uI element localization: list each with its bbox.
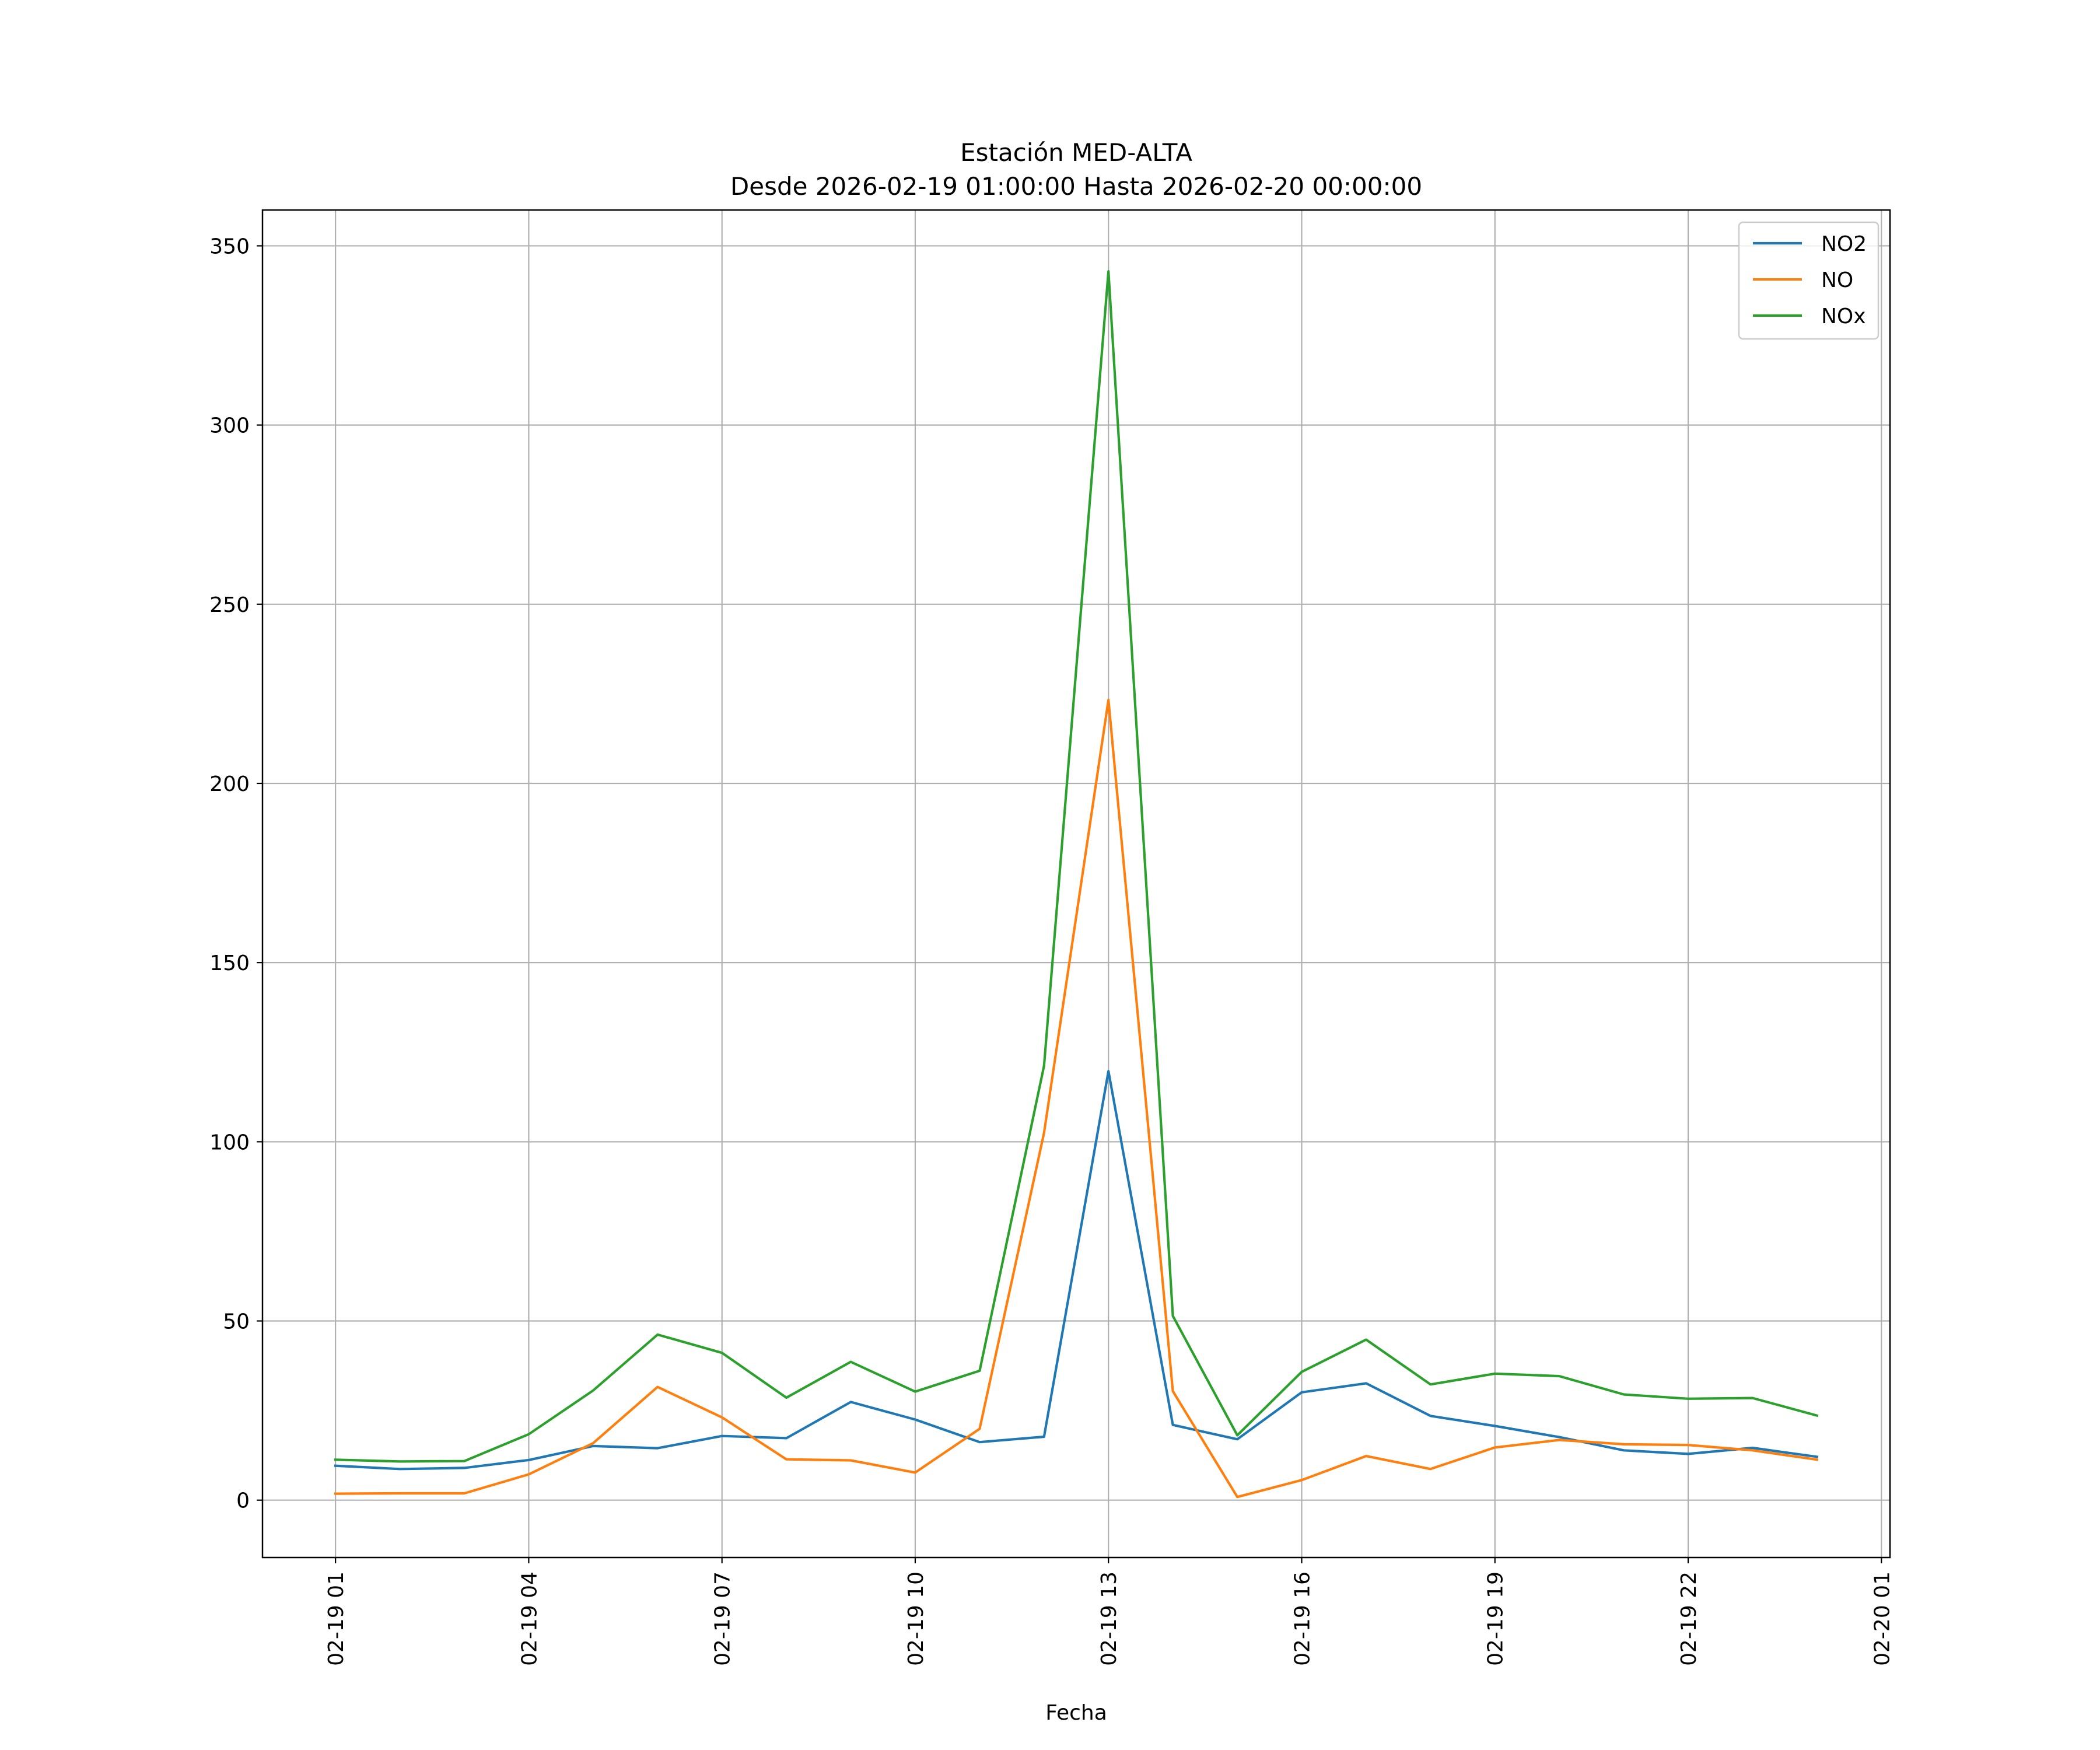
legend-box: [1738, 221, 1880, 340]
chart-subtitle: Desde 2026-02-19 01:00:00 Hasta 2026-02-…: [730, 172, 1422, 201]
grid: [262, 210, 1890, 1558]
x-tick-label: 02-19 04: [517, 1572, 541, 1666]
y-tick-label: 250: [209, 593, 250, 617]
y-tick-label: 350: [209, 235, 250, 258]
x-tick-label: 02-19 16: [1290, 1572, 1314, 1666]
legend: NO2 NO NOx: [1738, 221, 1880, 340]
x-tick-label: 02-19 19: [1484, 1572, 1508, 1666]
x-tick-label: 02-19 22: [1677, 1572, 1701, 1666]
legend-label-no2: NO2: [1821, 232, 1867, 256]
axis-ticks: 0 50 100 150 200 250 300 350 02-19 01 02-19 04 02-…: [209, 235, 1894, 1665]
x-tick-label: 02-19 13: [1097, 1572, 1121, 1666]
series-line-no: [334, 698, 1819, 1499]
x-tick-label: 02-20 01: [1870, 1572, 1894, 1666]
series-line-nox: [334, 270, 1819, 1463]
series-lines: [334, 270, 1819, 1499]
y-tick-label: 300: [209, 414, 250, 438]
x-axis-label: Fecha: [1045, 1701, 1107, 1725]
y-tick-label: 100: [209, 1130, 250, 1154]
y-tick-label: 150: [209, 951, 250, 975]
legend-label-no: NO: [1821, 268, 1853, 292]
x-tick-label: 02-19 07: [711, 1572, 735, 1666]
x-tick-label: 02-19 01: [324, 1572, 348, 1666]
plot-frame: [261, 209, 1891, 1559]
x-tick-label: 02-19 10: [904, 1572, 928, 1666]
y-tick-label: 50: [223, 1310, 250, 1334]
y-tick-label: 0: [236, 1489, 250, 1513]
chart-title: Estación MED-ALTA: [960, 138, 1192, 167]
legend-label-nox: NOx: [1821, 304, 1866, 328]
y-tick-label: 200: [209, 772, 250, 796]
